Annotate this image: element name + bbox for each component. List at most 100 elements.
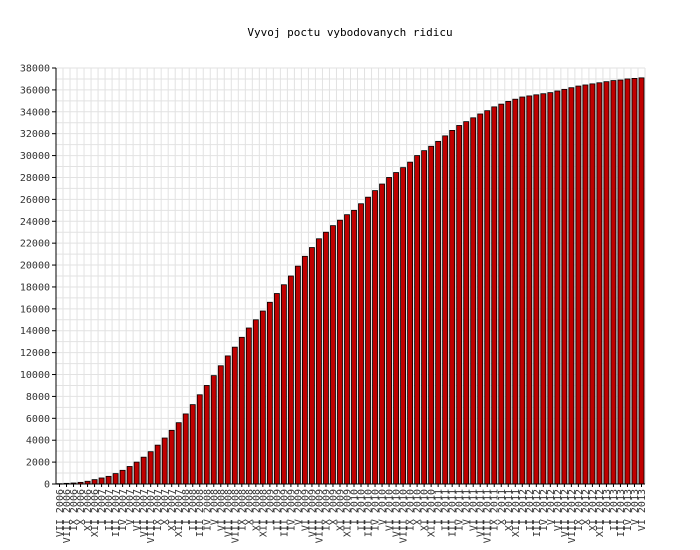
y-tick-label: 14000 bbox=[20, 326, 50, 337]
bar bbox=[316, 238, 322, 485]
bar bbox=[337, 219, 343, 485]
bar bbox=[470, 117, 477, 485]
x-tick-label: III 2013 bbox=[616, 489, 627, 537]
x-tick-label: II 2007 bbox=[104, 489, 115, 531]
bar bbox=[344, 214, 350, 485]
bar bbox=[175, 422, 182, 485]
x-tick-label: III 2009 bbox=[279, 489, 290, 537]
bar bbox=[266, 301, 273, 485]
x-tick-label: III 2008 bbox=[195, 489, 206, 537]
chart-title: Vyvoj poctu vybodovanych ridicu bbox=[247, 26, 453, 39]
bar bbox=[624, 78, 631, 485]
bar bbox=[519, 96, 526, 485]
y-tick-label: 0 bbox=[44, 480, 50, 491]
bar bbox=[554, 90, 561, 485]
bar bbox=[526, 95, 533, 485]
bar bbox=[259, 310, 266, 485]
x-tick-label: I 2007 bbox=[97, 489, 108, 525]
bar bbox=[610, 80, 617, 485]
bar bbox=[547, 92, 554, 485]
y-tick-label: 38000 bbox=[20, 64, 50, 75]
y-tick-label: 2000 bbox=[26, 458, 50, 469]
y-tick-label: 26000 bbox=[20, 195, 50, 206]
y-tick-label: 34000 bbox=[20, 107, 50, 118]
x-tick-label: XI 2011 bbox=[504, 489, 515, 531]
y-tick-label: 12000 bbox=[20, 348, 50, 359]
x-tick-label: I 2010 bbox=[350, 489, 361, 525]
x-tick-label: VI 2008 bbox=[216, 489, 227, 531]
x-tick-label: VII 2012 bbox=[560, 489, 571, 537]
x-tick-label: IV 2012 bbox=[539, 489, 550, 531]
bar bbox=[631, 78, 638, 485]
bar bbox=[456, 125, 463, 485]
x-tick-label: IV 2008 bbox=[202, 489, 213, 531]
bar bbox=[119, 469, 126, 485]
bar bbox=[126, 466, 133, 485]
y-tick-label: 8000 bbox=[26, 392, 50, 403]
bar bbox=[231, 346, 238, 485]
bar bbox=[252, 319, 259, 485]
x-tick-label: VII 2006 bbox=[55, 489, 66, 537]
bar bbox=[407, 161, 414, 485]
x-tick-label: XI 2007 bbox=[167, 489, 178, 531]
x-tick-label: XI 2006 bbox=[83, 489, 94, 531]
bar bbox=[140, 456, 147, 485]
bar bbox=[512, 98, 519, 485]
x-tick-label: VI 2013 bbox=[637, 489, 648, 531]
x-tick-label: XI 2012 bbox=[588, 489, 599, 531]
x-tick-label: X 2006 bbox=[76, 489, 87, 525]
x-tick-label: VI 2012 bbox=[553, 489, 564, 531]
bar bbox=[617, 79, 624, 485]
x-tick-label: XII 2009 bbox=[342, 489, 353, 537]
x-tick-label: III 2011 bbox=[448, 489, 459, 537]
x-tick-label: III 2007 bbox=[111, 489, 122, 537]
bar bbox=[428, 145, 435, 485]
x-tick-label: X 2007 bbox=[160, 489, 171, 525]
bar bbox=[596, 82, 603, 485]
x-tick-label: V 2011 bbox=[462, 489, 473, 525]
x-tick-label: VIII 2010 bbox=[399, 489, 410, 543]
x-tick-label: VII 2011 bbox=[476, 489, 487, 537]
bar bbox=[217, 365, 224, 485]
x-tick-label: II 2008 bbox=[188, 489, 199, 531]
bar bbox=[372, 190, 378, 485]
x-tick-label: V 2013 bbox=[630, 489, 641, 525]
y-tick-label: 24000 bbox=[20, 217, 50, 228]
y-tick-label: 4000 bbox=[26, 436, 50, 447]
bar bbox=[154, 444, 161, 485]
bar bbox=[168, 429, 175, 485]
y-tick-label: 16000 bbox=[20, 304, 50, 315]
bar bbox=[435, 140, 442, 485]
x-tick-label: X 2011 bbox=[497, 489, 508, 525]
bar bbox=[379, 183, 385, 485]
x-tick-label: V 2010 bbox=[378, 489, 389, 525]
x-tick-label: V 2012 bbox=[546, 489, 557, 525]
x-tick-label: VII 2008 bbox=[223, 489, 234, 537]
x-tick-label: IX 2010 bbox=[406, 489, 417, 531]
x-tick-label: IX 2012 bbox=[574, 489, 585, 531]
bar bbox=[442, 135, 449, 485]
x-tick-label: II 2011 bbox=[441, 489, 452, 531]
bar bbox=[210, 375, 217, 485]
x-tick-label: I 2012 bbox=[518, 489, 529, 525]
bar bbox=[295, 265, 301, 485]
bar bbox=[463, 121, 470, 485]
x-tick-label: XII 2006 bbox=[90, 489, 101, 537]
bar bbox=[421, 150, 428, 485]
x-tick-label: X 2008 bbox=[244, 489, 255, 525]
y-tick-labels: 0 2000 4000 6000 8000 10000 12000 14000 16000 180… bbox=[20, 64, 50, 491]
x-tick-label: XI 2009 bbox=[335, 489, 346, 531]
x-tick-label: VIII 2008 bbox=[230, 489, 241, 543]
x-tick-label: III 2012 bbox=[532, 489, 543, 537]
x-tick-label: VI 2010 bbox=[385, 489, 396, 531]
x-tick-label: XII 2010 bbox=[427, 489, 438, 537]
bar bbox=[365, 196, 371, 485]
x-tick-label: VII 2007 bbox=[139, 489, 150, 537]
y-tick-label: 30000 bbox=[20, 151, 50, 162]
x-tick-label: X 2012 bbox=[581, 489, 592, 525]
x-tick-label: IX 2009 bbox=[321, 489, 332, 531]
x-tick-label: III 2010 bbox=[364, 489, 375, 537]
axes bbox=[52, 67, 645, 487]
bar bbox=[351, 209, 357, 485]
